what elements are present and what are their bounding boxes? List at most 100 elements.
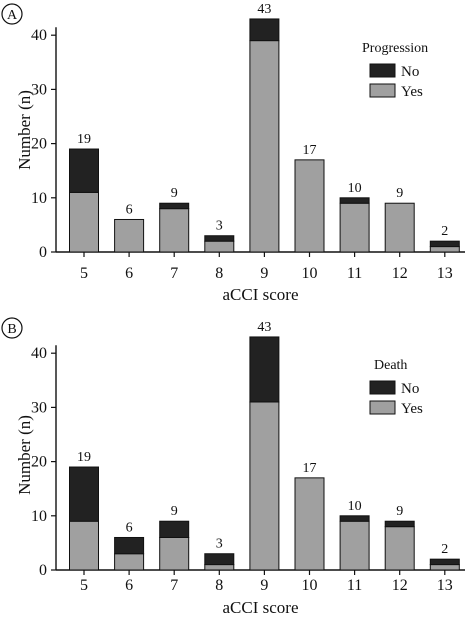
bar-segment-yes bbox=[114, 218, 145, 253]
x-tick-label: 11 bbox=[347, 265, 362, 282]
y-tick-label: 40 bbox=[31, 345, 47, 362]
x-tick-label: 12 bbox=[392, 265, 408, 282]
chart-panel-a: 0 10 20 30 40 5 19 6 6 7 9 8 3 9 43 10 17 11 10 12 9 13 2 aCCI … bbox=[1, 2, 465, 304]
legend-label-no: No bbox=[401, 64, 419, 80]
bar-segment-yes bbox=[159, 208, 190, 253]
legend-swatch-yes bbox=[369, 400, 396, 415]
y-tick-label: 0 bbox=[39, 562, 47, 579]
bar-segment-yes bbox=[384, 526, 415, 571]
bar-segment-no bbox=[69, 466, 99, 522]
bar-segment-yes bbox=[204, 564, 235, 571]
bar-segment-no bbox=[204, 553, 235, 566]
bar-segment-yes bbox=[69, 191, 99, 253]
x-tick-label: 5 bbox=[80, 577, 88, 594]
x-tick-label: 13 bbox=[437, 577, 453, 594]
bar-segment-yes bbox=[429, 246, 460, 253]
x-axis-title: aCCI score bbox=[222, 598, 298, 617]
legend-swatch-no bbox=[369, 63, 396, 78]
data-label: 10 bbox=[348, 499, 362, 514]
bar-segment-no bbox=[69, 148, 99, 193]
data-label: 9 bbox=[171, 504, 178, 519]
y-axis-title: Number (n) bbox=[15, 90, 34, 170]
bar-segment-yes bbox=[249, 40, 280, 253]
legend-title: Death bbox=[374, 358, 407, 373]
y-tick-label: 20 bbox=[31, 454, 47, 471]
y-tick-label: 30 bbox=[31, 81, 47, 98]
x-tick-label: 10 bbox=[302, 577, 318, 594]
legend-label-yes: Yes bbox=[401, 84, 423, 100]
bar-segment-no bbox=[429, 240, 460, 248]
x-tick-label: 12 bbox=[392, 577, 408, 594]
bar-segment-yes bbox=[249, 401, 280, 571]
data-label: 19 bbox=[77, 450, 91, 465]
x-tick-label: 8 bbox=[215, 577, 223, 594]
data-label: 3 bbox=[216, 219, 223, 234]
data-label: 19 bbox=[77, 132, 91, 147]
bar-segment-yes bbox=[69, 520, 99, 571]
bar-segment-yes bbox=[294, 477, 325, 571]
legend-swatch-yes bbox=[369, 83, 396, 98]
bar-segment-yes bbox=[339, 202, 370, 253]
bar-segment-yes bbox=[429, 564, 460, 571]
legend-title: Progression bbox=[362, 41, 428, 56]
bar-segment-yes bbox=[384, 202, 415, 253]
bar-segment-no bbox=[249, 18, 280, 42]
chart-panel-b: 0 10 20 30 40 5 19 6 6 7 9 8 3 9 43 10 17 11 10 12 9 13 2 aCCI … bbox=[1, 317, 465, 617]
x-tick-label: 7 bbox=[170, 265, 178, 282]
x-tick-label: 9 bbox=[260, 577, 268, 594]
y-tick-label: 20 bbox=[31, 136, 47, 153]
bar-segment-no bbox=[114, 536, 145, 555]
bar-segment-yes bbox=[114, 553, 145, 571]
x-tick-label: 9 bbox=[260, 265, 268, 282]
x-tick-label: 6 bbox=[125, 577, 133, 594]
data-label: 43 bbox=[257, 2, 271, 17]
x-tick-label: 11 bbox=[347, 577, 362, 594]
bar-segment-yes bbox=[204, 240, 235, 253]
bar-segment-no bbox=[159, 520, 190, 538]
y-axis-title: Number (n) bbox=[15, 415, 34, 495]
y-tick-label: 0 bbox=[39, 244, 47, 261]
data-label: 3 bbox=[216, 537, 223, 552]
x-axis-title: aCCI score bbox=[222, 285, 298, 304]
legend-label-no: No bbox=[401, 381, 419, 397]
data-label: 9 bbox=[396, 504, 403, 519]
bar-segment-yes bbox=[339, 520, 370, 571]
data-label: 6 bbox=[126, 202, 133, 217]
x-tick-label: 13 bbox=[437, 265, 453, 282]
legend-swatch-no bbox=[369, 380, 396, 395]
x-tick-label: 5 bbox=[80, 265, 88, 282]
bar-segment-no bbox=[249, 336, 280, 403]
x-tick-label: 7 bbox=[170, 577, 178, 594]
bar-segment-no bbox=[159, 202, 190, 210]
data-label: 9 bbox=[396, 186, 403, 201]
x-tick-label: 8 bbox=[215, 265, 223, 282]
data-label: 43 bbox=[257, 320, 271, 335]
y-tick-label: 30 bbox=[31, 399, 47, 416]
bar-segment-no bbox=[339, 197, 370, 204]
data-label: 6 bbox=[126, 520, 133, 535]
panel-label: A bbox=[7, 8, 18, 23]
bar-segment-yes bbox=[294, 159, 325, 253]
bar-segment-no bbox=[339, 515, 370, 522]
bar-segment-yes bbox=[159, 536, 190, 571]
x-tick-label: 10 bbox=[302, 265, 318, 282]
y-tick-label: 10 bbox=[31, 190, 47, 207]
bar-segment-no bbox=[429, 558, 460, 566]
y-tick-label: 40 bbox=[31, 27, 47, 44]
data-label: 17 bbox=[303, 143, 317, 158]
y-tick-label: 10 bbox=[31, 508, 47, 525]
data-label: 17 bbox=[303, 461, 317, 476]
legend: Progression No Yes bbox=[362, 41, 428, 100]
bar-segment-no bbox=[384, 520, 415, 528]
panel-label: B bbox=[7, 322, 16, 337]
legend: Death No Yes bbox=[369, 358, 423, 417]
legend-label-yes: Yes bbox=[401, 401, 423, 417]
panel-label-circle bbox=[1, 3, 23, 25]
data-label: 10 bbox=[348, 181, 362, 196]
bar-segment-no bbox=[204, 235, 235, 242]
x-tick-label: 6 bbox=[125, 265, 133, 282]
data-label: 2 bbox=[441, 224, 448, 239]
data-label: 9 bbox=[171, 186, 178, 201]
data-label: 2 bbox=[441, 542, 448, 557]
